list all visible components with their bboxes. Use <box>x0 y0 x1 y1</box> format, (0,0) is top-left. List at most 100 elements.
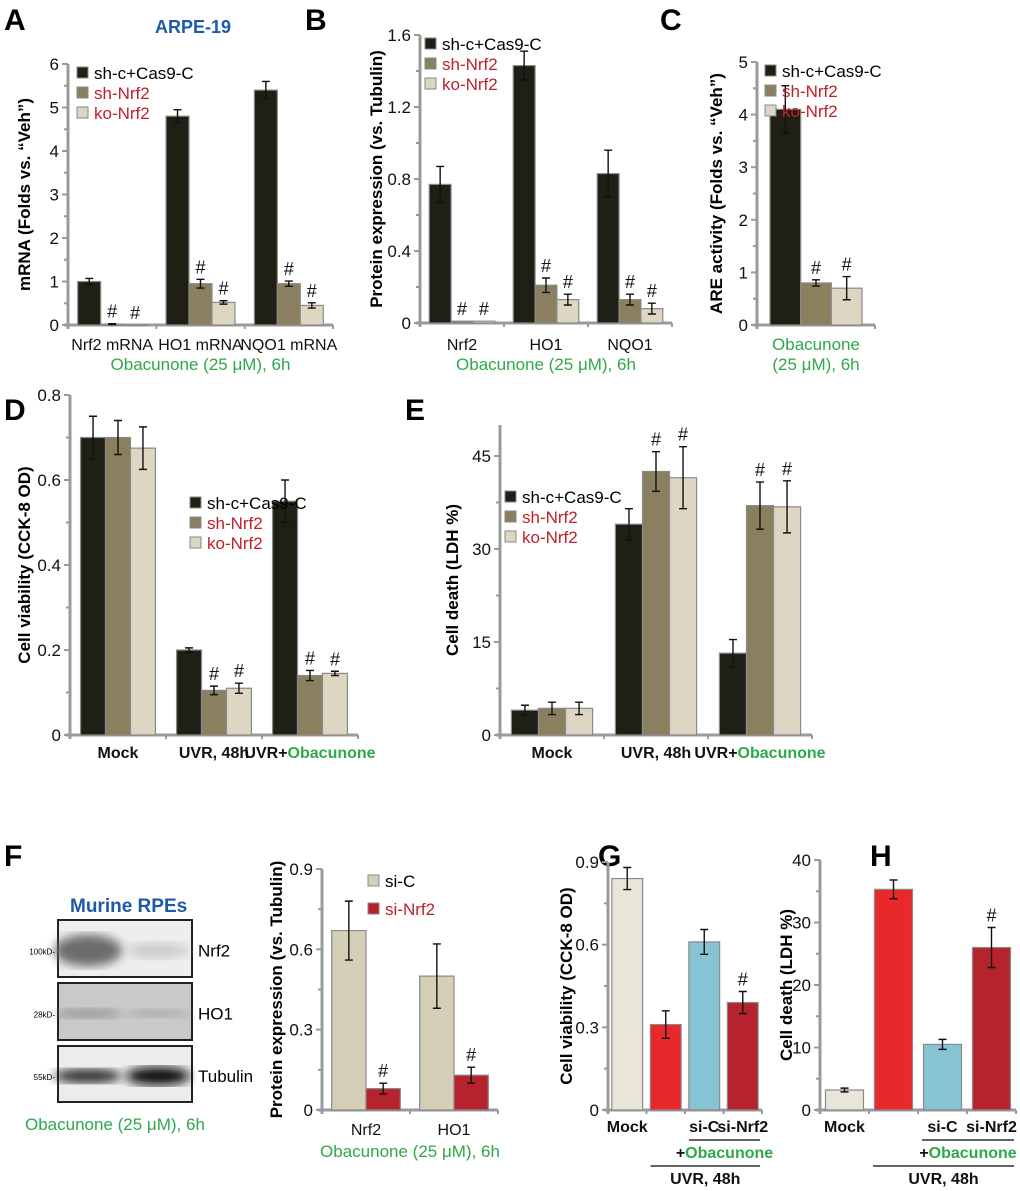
band-name: Tubulin <box>198 1067 253 1086</box>
legend-label: ko-Nrf2 <box>782 102 838 121</box>
category-label-part: UVR+ <box>244 745 287 762</box>
x-axis-label: Obacunone (25 μM), 6h <box>456 355 636 374</box>
y-axis-label: Protein expression (vs. Tubulin) <box>267 861 286 1119</box>
y-axis-label: Cell viability (CCK-8 OD) <box>557 887 576 1084</box>
protein-band <box>126 1067 190 1085</box>
category-label: si-Nrf2 <box>717 1119 768 1136</box>
bar <box>428 183 452 324</box>
significance-mark: # <box>209 664 219 684</box>
x-axis-label-line2: (25 μM), 6h <box>772 355 859 374</box>
legend-swatch <box>504 530 517 543</box>
significance-mark: # <box>647 281 657 301</box>
significance-mark: # <box>195 257 205 277</box>
category-label: Mock <box>607 1119 648 1136</box>
category-label: NQO1 <box>607 337 652 354</box>
legend-label: sh-c+Cas9-C <box>522 488 622 507</box>
error-bar <box>700 928 709 956</box>
bar <box>200 689 228 736</box>
legend-swatch <box>764 84 777 97</box>
group-annotation: +Obacunone <box>676 1145 773 1162</box>
category-label-part: Mock <box>607 1119 648 1136</box>
bar <box>271 500 299 736</box>
error-bar <box>196 278 205 289</box>
error-bar <box>842 275 851 301</box>
y-tick-label: 10 <box>792 1039 811 1058</box>
bar <box>668 477 698 736</box>
y-tick-label: 4 <box>50 142 59 161</box>
y-tick-label: 0.3 <box>289 1021 313 1040</box>
panel-letter: A <box>4 4 26 37</box>
y-tick-label: 45 <box>472 447 491 466</box>
error-bar <box>542 277 550 294</box>
category-label-part: Mock <box>824 1119 865 1136</box>
group-annotation: UVR, 48h <box>908 1171 978 1188</box>
error-bar <box>647 302 656 315</box>
bar <box>165 115 190 326</box>
y-tick-label: 15 <box>472 633 491 652</box>
error-bar <box>234 682 243 695</box>
mw-marker: 28kD- <box>34 1011 56 1020</box>
legend-label: ko-Nrf2 <box>94 104 150 123</box>
error-bar <box>306 669 314 682</box>
y-tick-label: 0.9 <box>575 853 599 872</box>
bar <box>77 280 102 326</box>
category-label: si-C <box>689 1119 720 1136</box>
protein-band <box>54 1008 122 1019</box>
category-label: HO1 <box>530 337 563 354</box>
blot-caption: Obacunone (25 μM), 6h <box>25 1115 205 1134</box>
significance-mark: # <box>563 272 573 292</box>
panel-letter: H <box>870 840 892 873</box>
legend-label: sh-Nrf2 <box>207 514 263 533</box>
panel-letter: B <box>305 4 327 37</box>
bar <box>450 320 474 324</box>
bar <box>772 506 802 736</box>
bar <box>688 941 721 1111</box>
y-tick-label: 1.2 <box>387 98 411 117</box>
error-bar <box>173 108 182 124</box>
legend-swatch <box>367 902 380 915</box>
legend-label: sh-c+Cas9-C <box>442 35 542 54</box>
category-label: UVR+Obacunone <box>694 745 825 762</box>
category-label-part: si-C <box>689 1119 720 1136</box>
group-annotation: +Obacunone <box>919 1145 1016 1162</box>
error-bar <box>284 280 293 287</box>
significance-mark: # <box>541 256 551 276</box>
category-label: Nrf2 <box>447 337 477 354</box>
error-bar <box>436 165 445 204</box>
legend-label: ko-Nrf2 <box>207 534 263 553</box>
bar <box>79 436 107 736</box>
y-tick-label: 0.6 <box>289 940 313 959</box>
error-bar <box>728 638 737 668</box>
bar <box>611 877 644 1111</box>
category-label-part: Mock <box>532 745 573 762</box>
bar <box>824 1089 865 1111</box>
y-tick-label: 3 <box>739 158 748 177</box>
y-axis-label: mRNA (Folds vs. “Veh”) <box>15 98 34 291</box>
bar <box>472 320 496 324</box>
error-bar <box>626 293 634 306</box>
category-label: Mock <box>824 1119 865 1136</box>
x-axis-label: Obacunone (25 μM), 6h <box>320 1142 500 1161</box>
y-tick-label: 0.4 <box>387 242 411 261</box>
y-tick-label: 40 <box>792 851 811 870</box>
group-annotation: UVR, 48h <box>670 1171 740 1188</box>
bar <box>873 888 914 1111</box>
legend-label: si-C <box>385 872 415 891</box>
panel-letter: D <box>4 394 26 427</box>
error-bar <box>563 293 572 306</box>
error-bar <box>575 701 584 716</box>
error-bar <box>432 943 441 1009</box>
bar <box>175 649 203 736</box>
bar <box>800 282 832 326</box>
legend-swatch <box>424 77 437 90</box>
category-label: HO1 mRNA <box>158 337 243 354</box>
category-label: UVR, 48h <box>621 745 691 762</box>
y-axis-label: Protein expression (vs. Tubulin) <box>367 50 386 308</box>
group-annotation-part: Obacunone <box>929 1145 1017 1162</box>
category-label-part: Obacunone <box>738 745 826 762</box>
legend-label: sh-c+Cas9-C <box>207 494 307 513</box>
y-tick-label: 0.8 <box>387 170 411 189</box>
legend-swatch <box>504 510 517 523</box>
error-bar <box>783 480 792 534</box>
